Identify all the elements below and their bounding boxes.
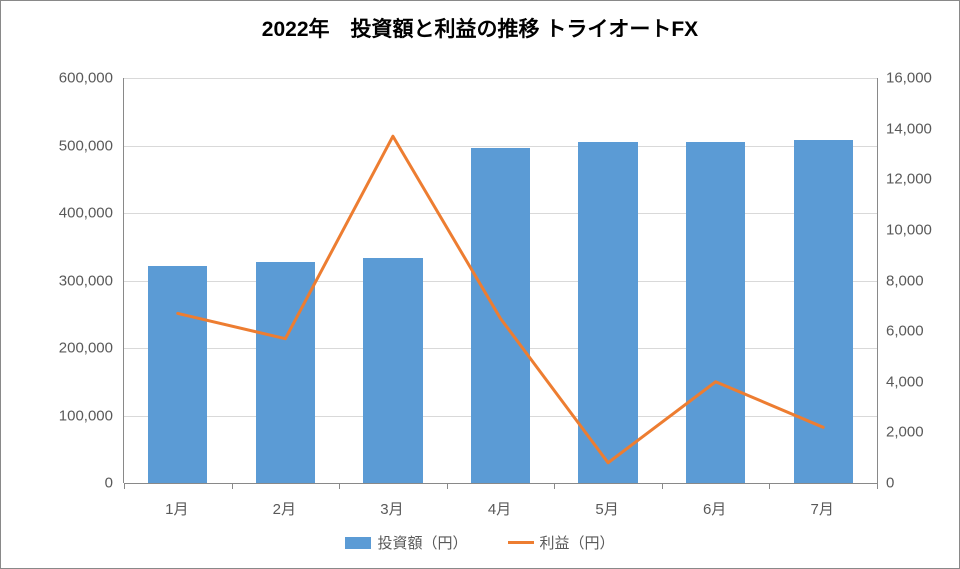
y-left-tick-label: 600,000 — [59, 70, 113, 87]
y-left-tick-label: 500,000 — [59, 137, 113, 154]
y-right-tick-label: 12,000 — [886, 171, 932, 188]
y-left-tick-label: 0 — [105, 475, 113, 492]
x-tick-label: 3月 — [380, 498, 403, 519]
gridline — [124, 483, 877, 484]
y-left-tick-label: 100,000 — [59, 407, 113, 424]
x-tick-label: 1月 — [165, 498, 188, 519]
y-right-tick-label: 8,000 — [886, 272, 924, 289]
x-tick-label: 5月 — [595, 498, 618, 519]
x-tick — [769, 483, 770, 489]
y-right-tick-label: 16,000 — [886, 70, 932, 87]
y-left-tick-label: 400,000 — [59, 205, 113, 222]
x-tick-label: 4月 — [488, 498, 511, 519]
x-tick-label: 6月 — [703, 498, 726, 519]
legend-label-line: 利益（円） — [540, 532, 615, 553]
x-tick — [124, 483, 125, 489]
y-left-tick-label: 300,000 — [59, 272, 113, 289]
chart-title: 2022年 投資額と利益の推移 トライオートFX — [1, 13, 959, 43]
x-tick-label: 7月 — [811, 498, 834, 519]
legend: 投資額（円） 利益（円） — [1, 532, 959, 553]
y-right-tick-label: 14,000 — [886, 120, 932, 137]
x-tick — [554, 483, 555, 489]
profit-line — [178, 136, 823, 463]
legend-item-line: 利益（円） — [508, 532, 615, 553]
y-right-tick-label: 10,000 — [886, 221, 932, 238]
x-tick-label: 2月 — [273, 498, 296, 519]
plot-area — [123, 78, 878, 483]
x-tick — [877, 483, 878, 489]
y-right-tick-label: 0 — [886, 475, 894, 492]
legend-label-bars: 投資額（円） — [377, 532, 467, 553]
y-right-tick-label: 4,000 — [886, 373, 924, 390]
y-right-tick-label: 6,000 — [886, 323, 924, 340]
x-tick — [662, 483, 663, 489]
line-series — [124, 78, 877, 483]
x-tick — [447, 483, 448, 489]
y-left-tick-label: 200,000 — [59, 340, 113, 357]
combo-chart: 2022年 投資額と利益の推移 トライオートFX 投資額（円） 利益（円） 0 1… — [0, 0, 960, 569]
legend-swatch-line — [508, 541, 534, 544]
x-tick — [232, 483, 233, 489]
x-tick — [339, 483, 340, 489]
legend-swatch-bar — [345, 537, 371, 549]
y-right-tick-label: 2,000 — [886, 424, 924, 441]
legend-item-bars: 投資額（円） — [345, 532, 467, 553]
